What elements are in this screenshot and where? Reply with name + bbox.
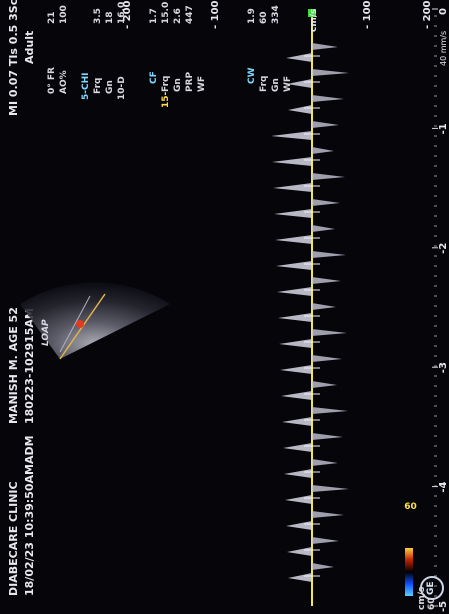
time-tick-label: -2 xyxy=(438,243,449,254)
doppler-envelope xyxy=(312,277,341,284)
doppler-envelope xyxy=(275,235,312,244)
doppler-envelope xyxy=(312,511,344,518)
sector-line xyxy=(59,295,91,353)
doppler-envelope xyxy=(312,355,342,362)
doppler-envelope xyxy=(283,443,312,452)
doppler-envelope xyxy=(288,573,312,582)
baseline-marker xyxy=(308,9,316,17)
doppler-envelope xyxy=(312,329,347,336)
time-tick-label: 0 xyxy=(438,8,449,15)
time-tick-label: -5 xyxy=(438,601,449,612)
doppler-envelope xyxy=(312,147,334,154)
doppler-envelope xyxy=(312,225,335,232)
doppler-envelope xyxy=(312,459,338,466)
velocity-tick-label: - 100 xyxy=(210,0,221,29)
doppler-envelope xyxy=(312,407,348,414)
doppler-envelope xyxy=(312,199,340,206)
doppler-envelope xyxy=(277,287,312,296)
doppler-envelope xyxy=(312,537,339,544)
sweep-speed: 40 mm/s xyxy=(439,31,448,66)
doppler-envelope xyxy=(312,95,344,102)
doppler-envelope xyxy=(285,495,312,504)
doppler-envelope xyxy=(282,417,312,426)
doppler-envelope xyxy=(312,485,349,492)
doppler-envelope xyxy=(288,105,312,114)
doppler-envelope xyxy=(276,261,312,270)
doppler-envelope xyxy=(284,469,312,478)
baseline-unit: cm/s xyxy=(309,9,319,32)
doppler-envelope xyxy=(287,79,312,88)
doppler-envelope xyxy=(312,563,334,570)
doppler-envelope xyxy=(278,313,312,322)
velocity-tick-label: - 100 xyxy=(362,0,373,29)
doppler-envelope xyxy=(281,391,312,400)
velocity-tick-label: - 200 xyxy=(122,0,133,29)
sample-volume-marker xyxy=(76,320,84,328)
doppler-envelope xyxy=(271,131,312,140)
velocity-tick-label: - 200 xyxy=(422,0,433,29)
doppler-envelope xyxy=(312,381,337,388)
doppler-envelope xyxy=(312,173,345,180)
doppler-envelope xyxy=(312,69,349,76)
doppler-envelope xyxy=(280,365,312,374)
time-tick-label: -4 xyxy=(438,481,449,492)
doppler-envelope xyxy=(279,339,312,348)
time-tick-label: -3 xyxy=(438,362,449,373)
doppler-envelope xyxy=(272,157,312,166)
doppler-envelope xyxy=(287,547,312,556)
doppler-envelope xyxy=(286,53,312,62)
doppler-envelope xyxy=(286,521,312,530)
doppler-envelope xyxy=(273,183,312,192)
doppler-envelope xyxy=(312,121,339,128)
doppler-envelope xyxy=(312,433,343,440)
doppler-envelope xyxy=(312,43,338,50)
doppler-envelope xyxy=(312,251,346,258)
doppler-envelope xyxy=(312,303,336,310)
doppler-envelope xyxy=(274,209,312,218)
time-tick-label: -1 xyxy=(438,123,449,134)
sector-fan xyxy=(20,282,170,359)
